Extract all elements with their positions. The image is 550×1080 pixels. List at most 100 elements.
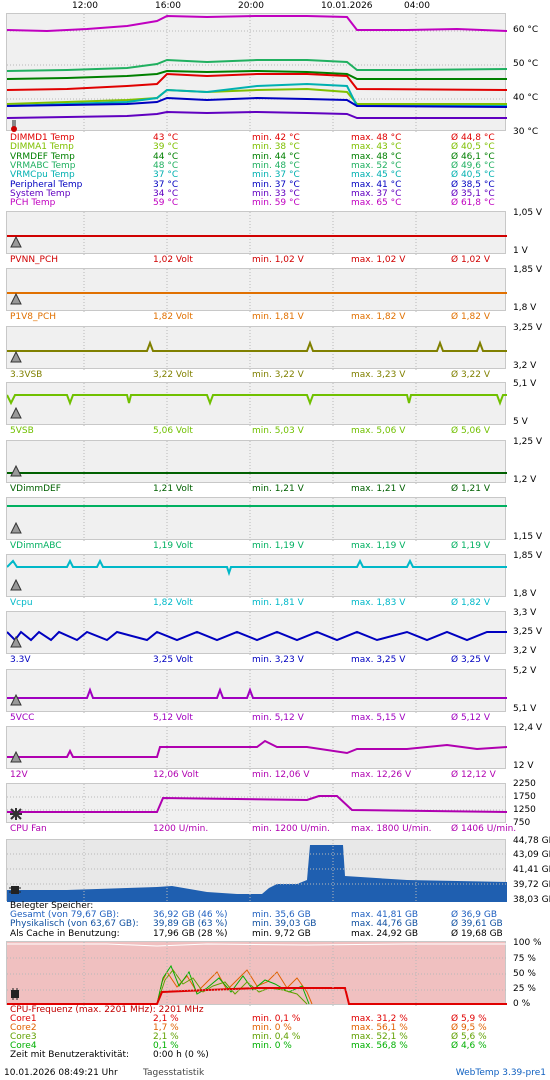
row-max: max. 44,76 GB (351, 919, 419, 930)
row-max: max. 41,81 GB (351, 910, 419, 920)
row-name: Als Cache in Benutzung: (10, 928, 120, 939)
row-name: DIMMA1 Temp (10, 142, 74, 153)
row-cur: 34 °C (153, 188, 179, 199)
row-cur: 36,92 GB (46 %) (153, 910, 228, 920)
y-label: 3,25 V (513, 627, 543, 637)
memory-chart (6, 839, 507, 902)
memory-row: Physikalisch (von 63,67 GB): 39,89 GB (63… (10, 920, 550, 929)
row-name: VRMABC Temp (10, 160, 76, 171)
core2-line (156, 969, 313, 1005)
row-min: min. 42 °C (252, 133, 300, 143)
row-cur: 37 °C (153, 179, 179, 190)
row-avg: Ø 39,61 GB (451, 919, 503, 930)
cpu-chart (6, 941, 507, 1006)
y-label: 38,03 GB (513, 895, 550, 905)
footer-datetime: 10.01.2026 08:49:21 Uhr (4, 1068, 118, 1078)
y-label: 1,8 V (513, 303, 537, 313)
row-avg: Ø 9,5 % (451, 1023, 487, 1033)
row-cur: 5,06 Volt (153, 426, 193, 436)
y-label: 1 V (513, 246, 528, 256)
row-avg: Ø 46,1 °C (451, 151, 495, 162)
row-min: min. 1,81 V (252, 598, 304, 608)
row-avg: Ø 44,8 °C (451, 133, 495, 143)
voltage-line (7, 630, 507, 642)
cpu-core-row: Core4 0,1 % min. 0 % max. 56,8 % Ø 4,6 % (10, 1042, 550, 1051)
y-label: 1,85 V (513, 551, 543, 561)
voltage-row: P1V8_PCH 1,82 Volt min. 1,81 V max. 1,82 V Ø… (10, 313, 550, 322)
time-axis: 12:00 16:00 20:00 10.01.2026 04:00 (0, 0, 550, 12)
voltage-chart-p1v8-pch (6, 268, 507, 312)
row-cur: 1,7 % (153, 1023, 179, 1033)
voltage-chart-vcpu (6, 554, 507, 598)
voltage-row: 3.3V 3,25 Volt min. 3,23 V max. 3,25 V Ø 3,2… (10, 656, 550, 665)
row-name: Gesamt (von 79,67 GB): (10, 910, 120, 920)
warning-triangle-icon (10, 236, 22, 248)
y-label: 50 °C (513, 59, 539, 69)
cpu-core-row: Core1 2,1 % min. 0,1 % max. 31,2 % Ø 5,9 % (10, 1015, 550, 1024)
row-cur: 1,21 Volt (153, 484, 193, 494)
y-label: 1,05 V (513, 208, 543, 218)
row-min: min. 0 % (252, 1041, 292, 1051)
row-avg: Ø 38,5 °C (451, 179, 495, 190)
row-cur: 12,06 Volt (153, 770, 199, 780)
row-max: max. 1,19 V (351, 541, 406, 551)
row-cur: 1,02 Volt (153, 255, 193, 265)
row-name: 5VCC (10, 713, 35, 723)
temp-row: VRMCpu Temp 37 °C min. 37 °C max. 45 °C Ø 40… (10, 171, 550, 180)
row-min: min. 5,12 V (252, 713, 304, 723)
row-avg: Ø 36,9 GB (451, 910, 497, 920)
row-min: min. 12,06 V (252, 770, 310, 780)
time-label: 20:00 (238, 1, 264, 11)
row-cur: 2,1 % (153, 1032, 179, 1042)
temp-row: DIMMA1 Temp 39 °C min. 38 °C max. 43 °C Ø 40… (10, 143, 550, 152)
row-max: max. 41 °C (351, 179, 402, 190)
warning-triangle-icon (10, 694, 22, 706)
row-max: max. 12,26 V (351, 770, 412, 780)
temp-row: VRMDEF Temp 44 °C min. 44 °C max. 48 °C Ø 46… (10, 151, 550, 162)
time-label: 16:00 (155, 1, 181, 11)
cpu-core-row: Core2 1,7 % min. 0 % max. 56,1 % Ø 9,5 % (10, 1024, 550, 1033)
activity-row: Zeit mit Benutzeraktivität: 0:00 h (0 %) (10, 1050, 209, 1060)
row-min: min. 39,03 GB (252, 919, 317, 930)
row-avg: Ø 3,22 V (451, 370, 491, 380)
voltage-line (7, 394, 507, 406)
y-label: 12 V (513, 761, 534, 771)
pch-temp-line (7, 14, 507, 33)
cpu-core-row: Core3 2,1 % min. 0,4 % max. 52,1 % Ø 5,6 % (10, 1033, 550, 1042)
row-min: min. 0,4 % (252, 1032, 301, 1042)
row-name: Core2 (10, 1023, 37, 1033)
row-min: min. 59 °C (252, 198, 300, 209)
temp-row: DIMMD1 Temp 43 °C min. 42 °C max. 48 °C Ø 44… (10, 134, 550, 143)
row-name: 5VSB (10, 426, 34, 436)
y-label: 44,78 GB (513, 836, 550, 846)
peripheral-temp-line (7, 96, 507, 108)
y-label: 1,85 V (513, 265, 543, 275)
row-max: max. 1,02 V (351, 255, 406, 265)
row-min: min. 35,6 GB (252, 910, 311, 920)
y-label: 60 °C (513, 25, 539, 35)
row-min: min. 1,19 V (252, 541, 304, 551)
row-cur: 37 °C (153, 170, 179, 181)
row-max: max. 52,1 % (351, 1032, 408, 1042)
row-cur: 39,89 GB (63 %) (153, 919, 228, 930)
y-label: 39,72 GB (513, 880, 550, 890)
temperature-chart (6, 13, 507, 132)
y-label: 5,1 V (513, 379, 537, 389)
voltage-row: 3.3VSB 3,22 Volt min. 3,22 V max. 3,23 V Ø 3… (10, 371, 550, 380)
row-min: min. 44 °C (252, 151, 300, 162)
row-max: max. 1,82 V (351, 312, 406, 322)
daily-stats-link[interactable]: Tagesstatistik (143, 1068, 205, 1078)
y-label: 75 % (513, 954, 536, 964)
row-max: max. 31,2 % (351, 1014, 408, 1024)
thermometer-icon (8, 120, 20, 132)
voltage-line (7, 739, 507, 758)
voltage-line (7, 558, 507, 577)
row-name: VDimmDEF (10, 484, 61, 494)
core1-line (7, 987, 507, 1005)
version-link[interactable]: WebTemp 3.39-pre1 (455, 1068, 546, 1078)
voltage-chart-5vcc (6, 669, 507, 713)
vrmabc-temp-line (7, 58, 507, 72)
y-label: 3,2 V (513, 361, 537, 371)
y-label: 2250 (513, 779, 536, 789)
row-max: max. 1,83 V (351, 598, 406, 608)
